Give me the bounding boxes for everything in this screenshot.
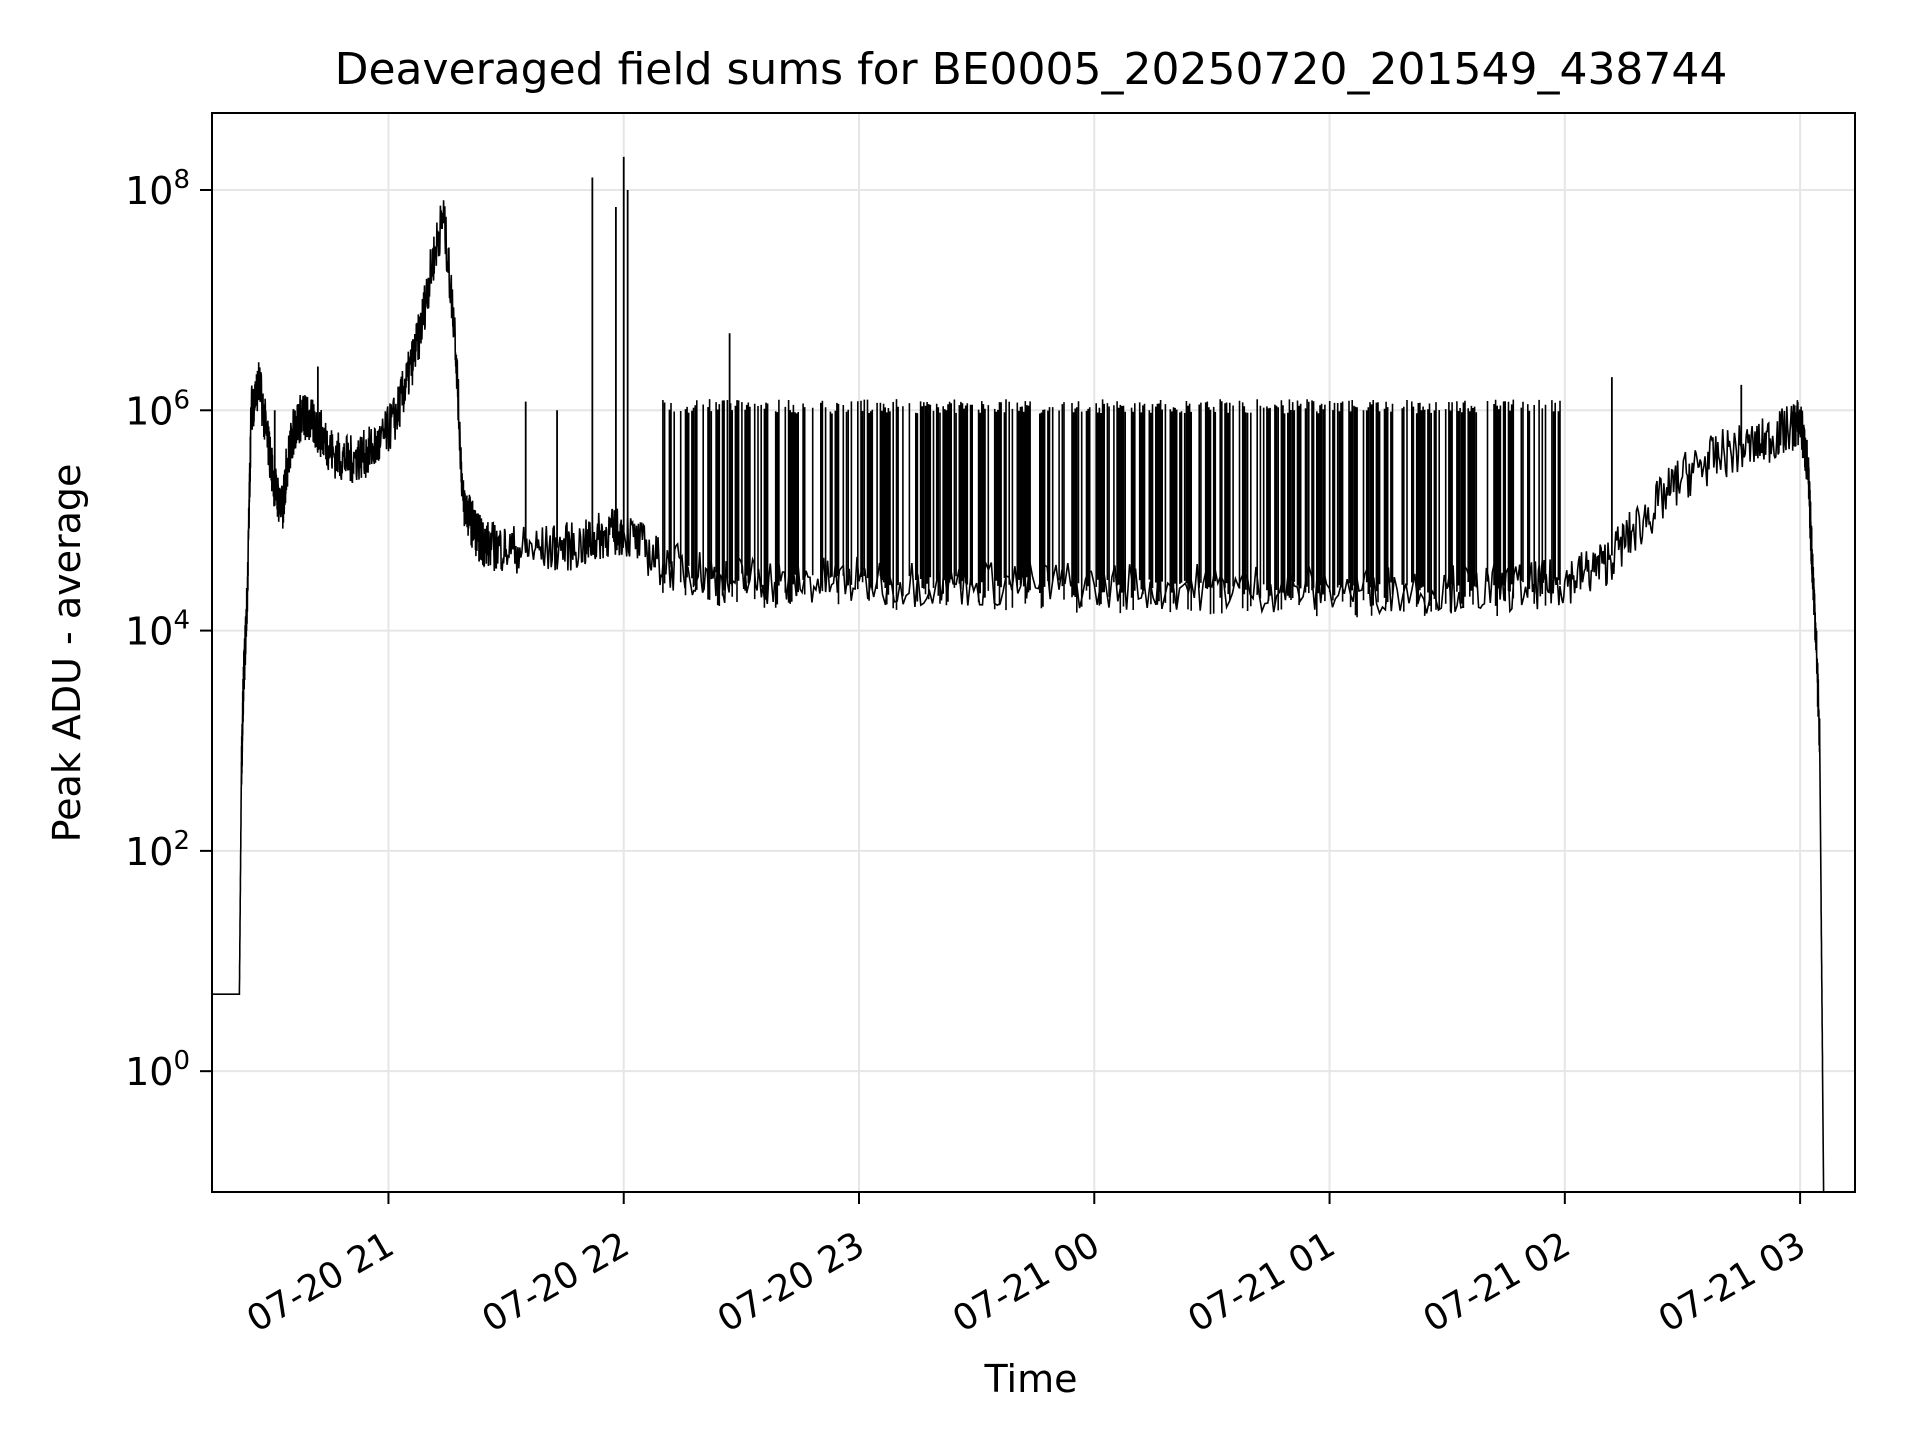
plot-frame: [211, 112, 1856, 1193]
x-tick-label: 07-21 00: [946, 1224, 1107, 1340]
x-axis-label: Time: [984, 1357, 1078, 1401]
x-tick-label: 07-21 03: [1652, 1224, 1813, 1340]
y-tick-label: 108: [125, 165, 190, 213]
x-tick-label: 07-20 22: [476, 1224, 637, 1340]
y-tick-label: 100: [125, 1046, 190, 1094]
axes-layer: 07-20 21 07-20 22 07-20 23 07-21 00 07-21 01…: [125, 112, 1856, 1341]
x-tick-label: 07-20 23: [711, 1224, 872, 1340]
y-axis-label: Peak ADU - average: [45, 464, 89, 843]
band-lines: [662, 399, 1561, 618]
x-tick-label: 07-21 02: [1417, 1224, 1578, 1340]
chart-title: Deaveraged field sums for BE0005_2025072…: [335, 44, 1728, 95]
grid-layer: [212, 113, 1855, 1192]
y-tick-label: 104: [125, 606, 190, 654]
x-tick-label: 07-21 01: [1181, 1224, 1342, 1340]
y-tick-label: 106: [125, 385, 190, 433]
x-tick-label: 07-20 21: [240, 1224, 401, 1340]
series-line: [212, 200, 1825, 1193]
y-tick-label: 102: [125, 826, 190, 874]
data-layer: [212, 156, 1825, 1193]
